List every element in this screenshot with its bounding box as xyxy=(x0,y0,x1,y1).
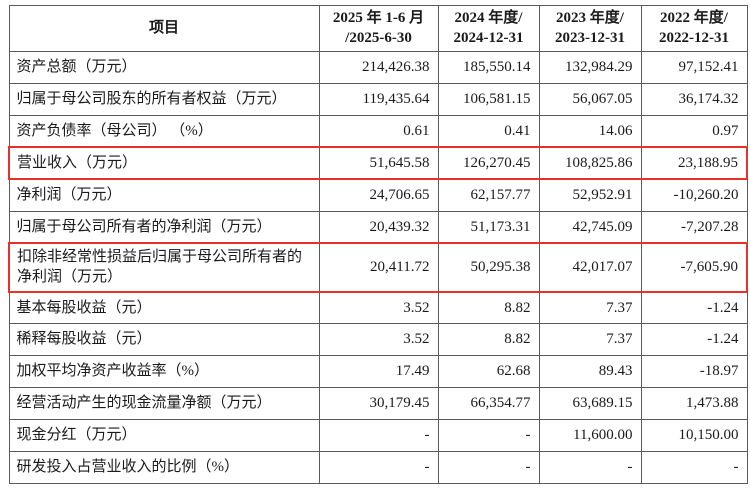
table-row: 扣除非经常性损益后归属于母公司所有者的净利润（万元） 20,411.72 50,… xyxy=(8,242,748,293)
row-value-2025h1: 214,426.38 xyxy=(318,50,439,84)
financial-summary-table: 项目 2025 年 1-6 月 /2025-6-30 2024 年度/ 2024… xyxy=(8,5,748,484)
row-value-2025h1: 17.49 xyxy=(318,355,439,388)
table-row: 基本每股收益（元） 3.52 8.82 7.37 -1.24 xyxy=(8,291,748,324)
row-label: 稀释每股收益（元） xyxy=(8,323,320,356)
row-value-2024: 51,173.31 xyxy=(437,210,540,244)
table-header: 项目 2025 年 1-6 月 /2025-6-30 2024 年度/ 2024… xyxy=(8,5,748,52)
row-value-2023: 42,745.09 xyxy=(538,210,642,244)
row-value-2022: -10,260.20 xyxy=(640,178,748,212)
row-value-2025h1: - xyxy=(318,451,439,484)
row-value-2022: 1,473.88 xyxy=(640,387,748,420)
row-label: 研发投入占营业收入的比例（%） xyxy=(8,451,320,484)
row-value-2023: 89.43 xyxy=(538,355,642,388)
row-value-2024: 8.82 xyxy=(437,323,540,356)
table-row: 资产总额（万元） 214,426.38 185,550.14 132,984.2… xyxy=(8,50,748,84)
row-label: 现金分红（万元） xyxy=(8,419,320,452)
row-value-2023: 42,017.07 xyxy=(538,242,642,293)
row-value-2022: -1.24 xyxy=(640,323,748,356)
table-row: 加权平均净资产收益率（%） 17.49 62.68 89.43 -18.97 xyxy=(8,355,748,388)
row-value-2024: 62,157.77 xyxy=(437,178,540,212)
row-value-2024: 62.68 xyxy=(437,355,540,388)
column-header-2024: 2024 年度/ 2024-12-31 xyxy=(437,5,540,52)
row-label: 归属于母公司所有者的净利润（万元） xyxy=(8,210,320,244)
row-value-2022: 0.97 xyxy=(640,114,748,148)
row-value-2025h1: 20,411.72 xyxy=(318,242,439,293)
row-label: 归属于母公司股东的所有者权益（万元） xyxy=(8,82,320,116)
row-value-2025h1: 24,706.65 xyxy=(318,178,439,212)
table-row: 现金分红（万元） - - 11,600.00 10,150.00 xyxy=(8,419,748,452)
row-value-2025h1: 30,179.45 xyxy=(318,387,439,420)
row-label: 资产负债率（母公司） （%） xyxy=(8,114,320,148)
row-value-2022: -18.97 xyxy=(640,355,748,388)
row-value-2024: 106,581.15 xyxy=(437,82,540,116)
row-value-2025h1: 20,439.32 xyxy=(318,210,439,244)
row-value-2023: 11,600.00 xyxy=(538,419,642,452)
row-value-2024: 50,295.38 xyxy=(437,242,540,293)
row-value-2022: -7,207.28 xyxy=(640,210,748,244)
row-value-2023: 56,067.05 xyxy=(538,82,642,116)
row-label: 净利润（万元） xyxy=(8,178,320,212)
row-value-2024: 8.82 xyxy=(437,291,540,324)
table-row: 研发投入占营业收入的比例（%） - - - - xyxy=(8,451,748,484)
row-label: 扣除非经常性损益后归属于母公司所有者的净利润（万元） xyxy=(8,242,320,293)
row-value-2025h1: 3.52 xyxy=(318,291,439,324)
row-value-2024: 0.41 xyxy=(437,114,540,148)
row-value-2024: - xyxy=(437,451,540,484)
table-row: 资产负债率（母公司） （%） 0.61 0.41 14.06 0.97 xyxy=(8,114,748,148)
row-value-2025h1: 51,645.58 xyxy=(318,146,439,180)
row-value-2023: 132,984.29 xyxy=(538,50,642,84)
row-value-2023: 7.37 xyxy=(538,323,642,356)
row-value-2023: 7.37 xyxy=(538,291,642,324)
column-header-item: 项目 xyxy=(8,5,320,52)
table-row: 经营活动产生的现金流量净额（万元） 30,179.45 66,354.77 63… xyxy=(8,387,748,420)
table-row: 营业收入（万元） 51,645.58 126,270.45 108,825.86… xyxy=(8,146,748,180)
row-value-2024: 185,550.14 xyxy=(437,50,540,84)
header-row: 项目 2025 年 1-6 月 /2025-6-30 2024 年度/ 2024… xyxy=(8,5,748,52)
table-row: 归属于母公司所有者的净利润（万元） 20,439.32 51,173.31 42… xyxy=(8,210,748,244)
row-value-2022: 97,152.41 xyxy=(640,50,748,84)
column-header-2025h1: 2025 年 1-6 月 /2025-6-30 xyxy=(318,5,439,52)
row-value-2023: - xyxy=(538,451,642,484)
row-value-2023: 63,689.15 xyxy=(538,387,642,420)
row-value-2023: 52,952.91 xyxy=(538,178,642,212)
row-value-2024: - xyxy=(437,419,540,452)
row-value-2025h1: - xyxy=(318,419,439,452)
row-value-2025h1: 3.52 xyxy=(318,323,439,356)
row-value-2025h1: 119,435.64 xyxy=(318,82,439,116)
row-value-2023: 108,825.86 xyxy=(538,146,642,180)
table-row: 归属于母公司股东的所有者权益（万元） 119,435.64 106,581.15… xyxy=(8,82,748,116)
row-label: 资产总额（万元） xyxy=(8,50,320,84)
column-header-2023: 2023 年度/ 2023-12-31 xyxy=(538,5,642,52)
row-value-2025h1: 0.61 xyxy=(318,114,439,148)
row-label: 基本每股收益（元） xyxy=(8,291,320,324)
row-value-2023: 14.06 xyxy=(538,114,642,148)
table-row: 净利润（万元） 24,706.65 62,157.77 52,952.91 -1… xyxy=(8,178,748,212)
row-value-2022: 10,150.00 xyxy=(640,419,748,452)
table-row: 稀释每股收益（元） 3.52 8.82 7.37 -1.24 xyxy=(8,323,748,356)
row-label: 加权平均净资产收益率（%） xyxy=(8,355,320,388)
row-value-2022: 36,174.32 xyxy=(640,82,748,116)
row-value-2022: 23,188.95 xyxy=(640,146,748,180)
row-value-2022: - xyxy=(640,451,748,484)
row-label: 经营活动产生的现金流量净额（万元） xyxy=(8,387,320,420)
table-body: 资产总额（万元） 214,426.38 185,550.14 132,984.2… xyxy=(8,50,748,484)
row-value-2024: 66,354.77 xyxy=(437,387,540,420)
row-value-2024: 126,270.45 xyxy=(437,146,540,180)
row-value-2022: -1.24 xyxy=(640,291,748,324)
row-label: 营业收入（万元） xyxy=(8,146,320,180)
row-value-2022: -7,605.90 xyxy=(640,242,748,293)
column-header-2022: 2022 年度/ 2022-12-31 xyxy=(640,5,748,52)
